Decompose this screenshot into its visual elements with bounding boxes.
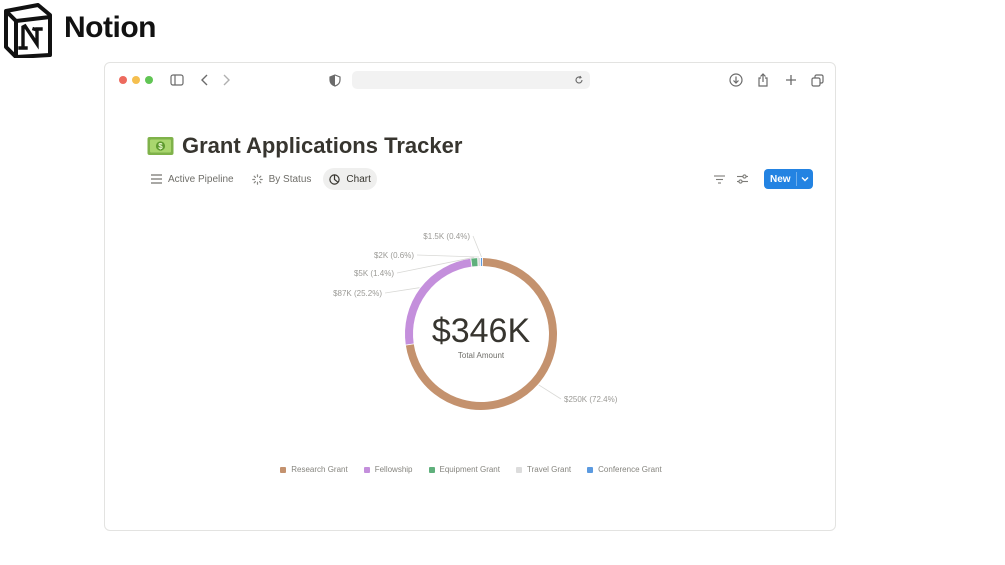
brand-name: Notion — [64, 11, 156, 44]
browser-window: $ Grant Applications Tracker Active Pipe… — [104, 62, 836, 531]
leader-line — [472, 235, 482, 258]
privacy-shield-icon[interactable] — [327, 72, 343, 88]
list-icon — [151, 174, 162, 184]
legend-swatch — [363, 466, 370, 473]
tab-label: Chart — [346, 173, 371, 185]
donut-chart: $250K (72.4%) $87K (25.2%) $5K (1.4%) $2K (… — [333, 232, 618, 410]
legend-item-research-grant[interactable]: Research Grant — [280, 465, 348, 474]
legend-label: Equipment Grant — [439, 465, 500, 474]
legend-label: Research Grant — [291, 465, 348, 474]
tab-label: Active Pipeline — [168, 173, 234, 185]
page-title: $ Grant Applications Tracker — [147, 133, 462, 159]
legend-item-travel-grant[interactable]: Travel Grant — [515, 465, 572, 474]
tab-by-status[interactable]: By Status — [246, 168, 318, 190]
chart-center-label: Total Amount — [458, 351, 505, 360]
data-label: $2K (0.6%) — [374, 251, 414, 260]
new-tab-icon[interactable] — [783, 72, 799, 88]
legend-swatch — [280, 466, 287, 473]
notion-logo-icon — [4, 3, 52, 58]
chart-center-value: $346K — [432, 312, 531, 350]
data-label: $87K (25.2%) — [333, 289, 382, 298]
filter-icon[interactable] — [712, 172, 726, 186]
leader-line — [396, 256, 475, 274]
minimize-window-button[interactable] — [132, 76, 140, 84]
tab-overview-icon[interactable] — [809, 72, 825, 88]
reload-icon[interactable] — [572, 73, 586, 87]
pie-chart-icon — [329, 173, 341, 185]
legend-item-conference-grant[interactable]: Conference Grant — [587, 465, 662, 474]
svg-text:$: $ — [158, 142, 163, 151]
tab-chart[interactable]: Chart — [323, 168, 377, 190]
maximize-window-button[interactable] — [145, 76, 153, 84]
legend-item-equipment-grant[interactable]: Equipment Grant — [428, 465, 500, 474]
legend-label: Fellowship — [374, 465, 413, 474]
sidebar-toggle-icon[interactable] — [169, 72, 185, 88]
donut-slice-equipment-grant[interactable] — [471, 258, 478, 267]
leader-line — [416, 254, 480, 258]
view-actions: New — [712, 169, 813, 189]
close-window-button[interactable] — [119, 76, 127, 84]
back-icon[interactable] — [197, 72, 213, 88]
page-title-text: Grant Applications Tracker — [182, 133, 463, 158]
legend-label: Conference Grant — [598, 465, 662, 474]
settings-sliders-icon[interactable] — [735, 172, 749, 186]
loader-icon — [251, 173, 263, 185]
legend-swatch — [428, 466, 435, 473]
tab-label: By Status — [268, 173, 312, 185]
chart-legend: Research Grant Fellowship Equipment Grant T… — [105, 465, 835, 474]
address-bar[interactable] — [352, 71, 590, 89]
forward-icon[interactable] — [218, 72, 234, 88]
view-tabs: Active Pipeline By Status Chart — [145, 168, 377, 190]
legend-swatch — [515, 466, 522, 473]
new-button[interactable]: New — [764, 169, 813, 189]
legend-swatch — [587, 466, 594, 473]
data-label: $1.5K (0.4%) — [423, 232, 470, 241]
tab-active-pipeline[interactable]: Active Pipeline — [145, 168, 240, 190]
legend-item-fellowship[interactable]: Fellowship — [363, 465, 413, 474]
new-button-label: New — [770, 174, 791, 185]
data-label: $5K (1.4%) — [354, 269, 394, 278]
data-label: $250K (72.4%) — [564, 395, 618, 404]
donut-slice-fellowship[interactable] — [405, 258, 472, 345]
share-icon[interactable] — [755, 72, 771, 88]
download-icon[interactable] — [728, 72, 744, 88]
chevron-down-icon[interactable] — [800, 173, 810, 185]
money-bill-icon: $ — [147, 137, 174, 155]
donut-slice-research-grant[interactable] — [405, 258, 557, 410]
leader-line — [538, 384, 562, 400]
browser-titlebar — [105, 63, 835, 97]
legend-label: Travel Grant — [526, 465, 572, 474]
leader-line — [384, 287, 420, 294]
